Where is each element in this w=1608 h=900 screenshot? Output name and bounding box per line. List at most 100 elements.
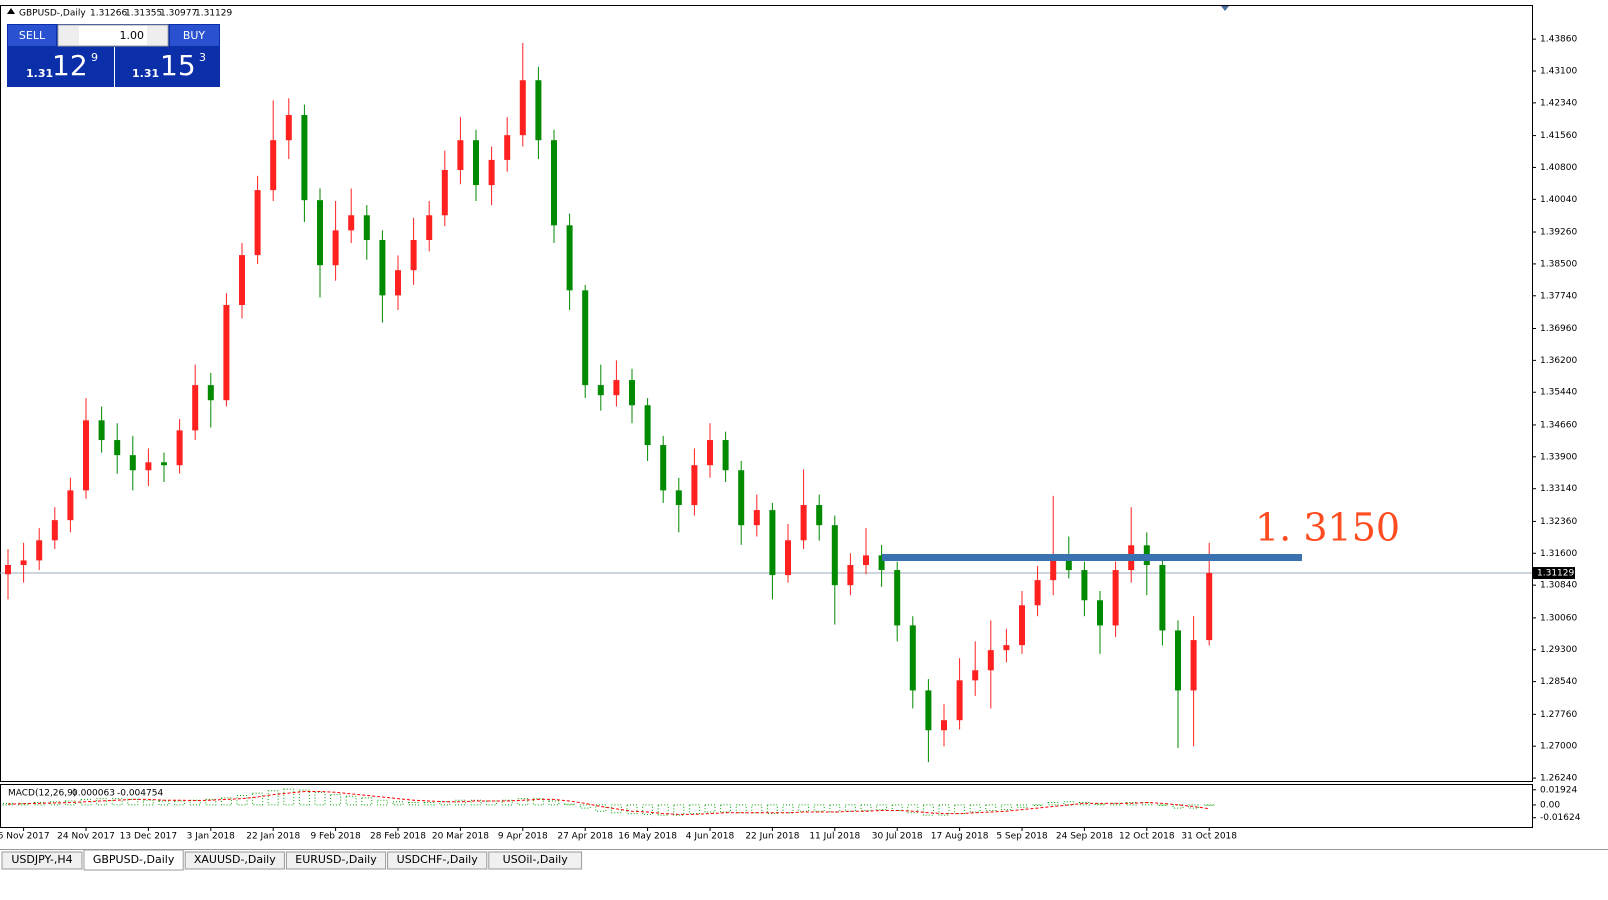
macd-bar [564,803,576,806]
candle-body [348,215,355,231]
x-tick-label: 5 Sep 2018 [996,832,1048,842]
candle-body [1050,555,1057,581]
macd-bar [283,788,295,806]
candle-body [1175,630,1181,691]
candle-body [379,240,386,296]
candle-body [941,720,947,731]
tab-label[interactable]: XAUUSD-,Daily [194,853,276,866]
macd-bar [174,800,186,806]
macd-bar [470,799,482,806]
macd-last: 0.000063 [72,789,115,799]
tab[interactable] [387,851,488,870]
candle-body [629,380,635,406]
buy-main[interactable]: 15 [160,49,196,82]
x-tick-label: 4 Jun 2018 [686,832,735,842]
tab-line [0,849,1608,850]
candle-body [441,169,448,216]
macd-bar [454,799,466,806]
candle-body [457,140,464,170]
candle-body [738,470,745,526]
ohlc-high: 1.31355 [125,9,162,19]
macd-bar [361,797,373,806]
price-label: 1.31129 [1537,569,1574,579]
candle-body [254,190,261,256]
sell-label[interactable]: SELL [19,29,46,42]
y-tick-label: 1.27000 [1540,742,1577,752]
macd-bar [579,804,591,809]
y-tick-label: 1.38500 [1540,259,1577,269]
tab[interactable] [83,849,184,871]
candle-body [1097,600,1103,626]
y-tick-label: 1.30060 [1540,613,1577,623]
trade-panel: SELL 1.00 BUY 1.31 12 9 1.31 15 3 [7,24,220,87]
candle-body [1112,570,1119,626]
lot-down[interactable] [59,26,79,45]
y-tick-label: 1.31600 [1540,549,1577,559]
candle-body [863,555,869,566]
tab-label[interactable]: USDCHF-,Daily [397,853,479,866]
candle-body [925,690,932,731]
candle-body [894,570,901,626]
macd-bar [985,804,997,811]
x-tick-label: 22 Jan 2018 [246,832,300,842]
macd-bar [1156,804,1168,806]
candle-body [816,505,823,526]
macd-bar [1094,803,1106,806]
macd-bar [220,797,232,806]
tab[interactable] [285,851,387,870]
candle-body [675,490,682,506]
candle-body [161,462,167,466]
macd-bar [439,801,451,806]
x-tick-label: 16 May 2018 [618,832,677,842]
y-tick-label: 1.32360 [1540,517,1577,527]
shift-marker [1221,6,1229,11]
candle-body [535,80,542,141]
buy-big[interactable]: 1.31 [132,67,159,80]
macd-bar [720,804,732,813]
main-frame [0,5,1533,782]
candle-body [566,225,573,291]
x-tick-label: 9 Feb 2018 [310,832,361,842]
candle-body [129,455,136,471]
y-tick-label: 1.28540 [1540,677,1577,687]
macd-bar [298,789,310,806]
candle-body [285,115,292,141]
tab-label[interactable]: EURUSD-,Daily [295,853,377,866]
macd-tick-label: 0.00 [1540,800,1560,810]
price-label-bg [1533,567,1575,580]
tab[interactable] [184,851,285,870]
tab-label[interactable]: USDJPY-,H4 [11,853,72,866]
x-tick-label: 24 Sep 2018 [1056,832,1113,842]
macd-bar [876,804,888,811]
y-tick-label: 1.26240 [1540,774,1577,784]
candle-body [192,385,199,431]
tab-label[interactable]: USOil-,Daily [503,853,569,866]
header-arrow [7,8,15,14]
buy-label[interactable]: BUY [183,29,206,42]
macd-bar [704,804,716,813]
tab-label[interactable]: GBPUSD-,Daily [93,853,175,866]
sell-button[interactable] [8,25,56,46]
x-tick-label: 20 Mar 2018 [432,832,489,842]
macd-bar [1000,804,1012,811]
candle-body [519,80,526,136]
buy-sup[interactable]: 3 [199,51,206,64]
sell-sup[interactable]: 9 [91,51,98,64]
sell-main[interactable]: 12 [52,49,88,82]
tab[interactable] [1,851,83,870]
macd-bar [595,804,607,812]
candle-body [1003,645,1010,651]
x-tick-label: 27 Apr 2018 [557,832,613,842]
macd-bar [392,801,404,806]
lot-value[interactable]: 1.00 [120,29,145,42]
lot-up[interactable] [147,26,167,45]
macd-signal [7,791,1210,815]
sell-big[interactable]: 1.31 [26,67,53,80]
candle-body [909,625,916,691]
tab[interactable] [488,851,583,870]
buy-button[interactable] [170,25,219,46]
candle-body [956,680,963,721]
lot-box[interactable] [57,24,169,47]
